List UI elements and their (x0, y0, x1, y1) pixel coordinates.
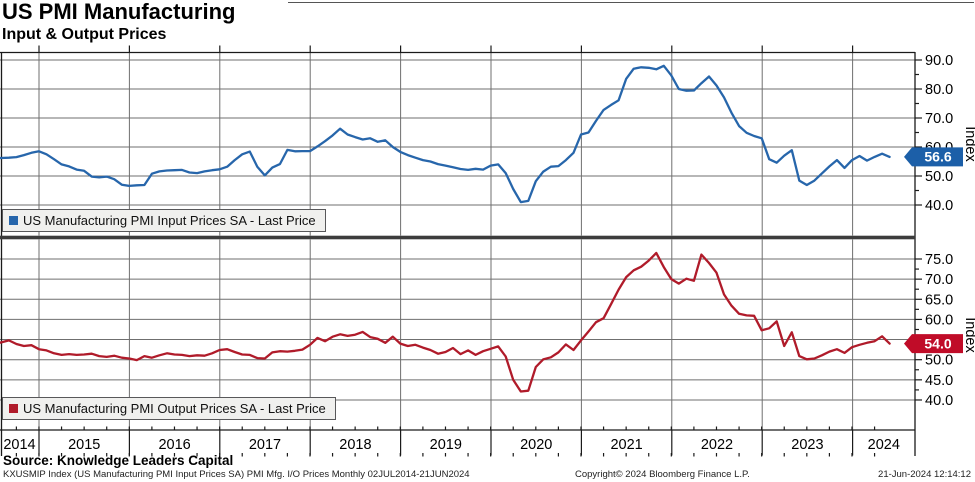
year-label-2015: 2015 (68, 437, 100, 453)
value-gridlines-bottom-panel (0, 258, 915, 401)
year-label-2016: 2016 (158, 437, 190, 453)
svg-text:40.0: 40.0 (925, 393, 953, 409)
year-label-2014: 2014 (3, 437, 35, 453)
legend-input-label: US Manufacturing PMI Input Prices SA - L… (23, 213, 316, 228)
svg-text:50.0: 50.0 (925, 353, 953, 369)
year-label-2022: 2022 (701, 437, 733, 453)
svg-text:50.0: 50.0 (925, 169, 953, 185)
security-description: KXUSMIP Index (US Manufacturing PMI Inpu… (3, 469, 470, 480)
y-axis-title-top: Index (962, 126, 975, 162)
page-subtitle: Input & Output Prices (2, 26, 167, 43)
year-label-2017: 2017 (249, 437, 281, 453)
y-axis-title-bottom: Index (962, 317, 975, 353)
value-gridlines-top-panel (0, 59, 915, 206)
badge-arrow-shape (904, 334, 963, 354)
last-price-value-output: 54.0 (924, 335, 951, 351)
source-note: Source: Knowledge Leaders Capital (3, 453, 234, 468)
svg-text:60.0: 60.0 (925, 312, 953, 328)
badge-arrow-shape (904, 147, 963, 167)
year-labels: 2014 2015 2016 2017 2018 2019 2020 2021 2022 2023… (3, 437, 900, 453)
timestamp: 21-Jun-2024 12:14:12 (878, 469, 971, 480)
legend-output-label: US Manufacturing PMI Output Prices SA - … (23, 401, 326, 416)
ytick-labels-bottom: 75.070.065.060.055.050.045.040.0 (925, 252, 953, 409)
output-series-swatch-icon (9, 404, 18, 413)
last-price-badge-input[interactable]: 56.6 (904, 147, 963, 167)
svg-text:65.0: 65.0 (925, 292, 953, 308)
copyright-note: Copyright© 2024 Bloomberg Finance L.P. (575, 469, 750, 480)
last-price-badge-output[interactable]: 54.0 (904, 334, 963, 354)
panel-divider (0, 235, 915, 240)
svg-text:80.0: 80.0 (925, 82, 953, 98)
svg-text:45.0: 45.0 (925, 373, 953, 389)
svg-text:90.0: 90.0 (925, 53, 953, 69)
year-label-2020: 2020 (520, 437, 552, 453)
page-title: US PMI Manufacturing (2, 0, 236, 24)
year-label-2023: 2023 (791, 437, 823, 453)
year-label-2024: 2024 (868, 437, 900, 453)
axis-ticks (15, 45, 922, 457)
year-label-2018: 2018 (339, 437, 371, 453)
svg-text:40.0: 40.0 (925, 198, 953, 214)
last-price-value-input: 56.6 (924, 149, 951, 165)
input-series-swatch-icon (9, 216, 18, 225)
year-label-2019: 2019 (430, 437, 462, 453)
input-prices-line (0, 64, 891, 204)
legend-input-prices[interactable]: US Manufacturing PMI Input Prices SA - L… (2, 209, 326, 232)
svg-text:75.0: 75.0 (925, 252, 953, 268)
year-label-2021: 2021 (610, 437, 642, 453)
ytick-labels-top: 90.080.070.060.050.040.0 (925, 53, 953, 214)
output-prices-line (0, 251, 891, 393)
svg-text:70.0: 70.0 (925, 111, 953, 127)
svg-text:70.0: 70.0 (925, 272, 953, 288)
legend-output-prices[interactable]: US Manufacturing PMI Output Prices SA - … (2, 397, 336, 420)
